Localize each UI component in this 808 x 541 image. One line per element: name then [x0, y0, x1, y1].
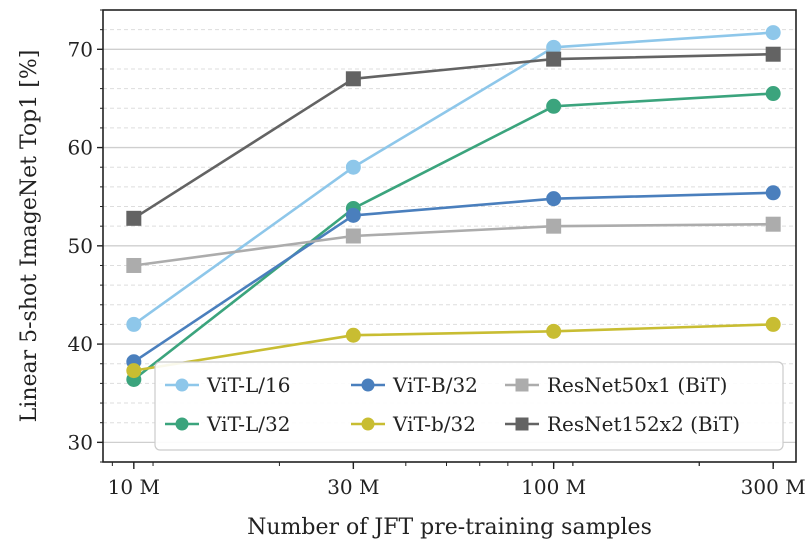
data-point — [345, 327, 361, 343]
series-0 — [126, 25, 781, 332]
y-tick-label: 50 — [68, 234, 93, 258]
data-point — [765, 86, 781, 102]
y-tick-label: 30 — [68, 430, 93, 454]
ticks: 30 40 50 60 70 10 M 30 M 100 M 300 M — [68, 9, 806, 499]
y-tick-label: 70 — [68, 37, 93, 61]
legend-marker — [175, 378, 189, 392]
data-point — [546, 39, 562, 55]
x-tick-label: 100 M — [521, 475, 586, 499]
data-point — [126, 257, 142, 273]
series-5 — [126, 46, 781, 226]
series-line — [133, 222, 774, 267]
y-axis-title: Linear 5-shot ImageNet Top1 [%] — [17, 50, 42, 423]
data-point — [765, 216, 781, 232]
legend: ViT-L/16 ViT-L/32 ViT-B/32 ViT-b/32 ResNet50… — [154, 361, 784, 451]
legend-item: ViT-L/32 — [165, 412, 290, 436]
series-1 — [126, 86, 781, 387]
legend-label: ResNet152x2 (BiT) — [547, 412, 740, 436]
data-point — [765, 316, 781, 332]
data-point — [765, 185, 781, 201]
data-point — [546, 191, 562, 207]
data-point — [345, 159, 361, 175]
data-point — [546, 218, 562, 234]
data-point — [126, 316, 142, 332]
data-point — [345, 207, 361, 223]
data-point — [546, 98, 562, 114]
legend-marker — [515, 378, 529, 392]
data-point — [345, 228, 361, 244]
legend-item: ViT-L/16 — [165, 373, 290, 397]
y-tick-label: 60 — [68, 136, 93, 160]
series-line — [133, 31, 774, 326]
series-line — [133, 191, 774, 363]
x-axis-title: Number of JFT pre-training samples — [247, 515, 652, 540]
data-point — [546, 323, 562, 339]
data-point — [345, 71, 361, 87]
legend-marker — [515, 417, 529, 431]
x-tick-label: 300 M — [741, 475, 806, 499]
legend-label: ResNet50x1 (BiT) — [547, 373, 727, 397]
legend-item: ViT-B/32 — [351, 373, 478, 397]
series-group — [126, 25, 781, 387]
y-tick-label: 40 — [68, 332, 93, 356]
legend-label: ViT-L/16 — [206, 373, 290, 397]
legend-item: ResNet152x2 (BiT) — [505, 412, 740, 436]
series-line — [133, 92, 774, 381]
legend-marker — [361, 417, 375, 431]
legend-label: ViT-b/32 — [392, 412, 476, 436]
data-point — [126, 363, 142, 379]
legend-item: ViT-b/32 — [351, 412, 476, 436]
data-point — [765, 25, 781, 41]
plot-frame — [102, 9, 797, 463]
legend-marker — [175, 417, 189, 431]
grid — [103, 9, 796, 463]
legend-label: ViT-B/32 — [392, 373, 478, 397]
series-3 — [126, 316, 781, 379]
series-4 — [126, 216, 781, 273]
data-point — [126, 210, 142, 226]
x-tick-label: 30 M — [327, 475, 379, 499]
series-2 — [126, 185, 781, 370]
legend-marker — [361, 378, 375, 392]
series-line — [133, 323, 774, 372]
legend-item: ResNet50x1 (BiT) — [505, 373, 727, 397]
x-tick-label: 10 M — [108, 475, 160, 499]
series-line — [133, 52, 774, 220]
legend-box — [154, 361, 784, 451]
data-point — [546, 51, 562, 67]
data-point — [765, 46, 781, 62]
legend-label: ViT-L/32 — [206, 412, 290, 436]
